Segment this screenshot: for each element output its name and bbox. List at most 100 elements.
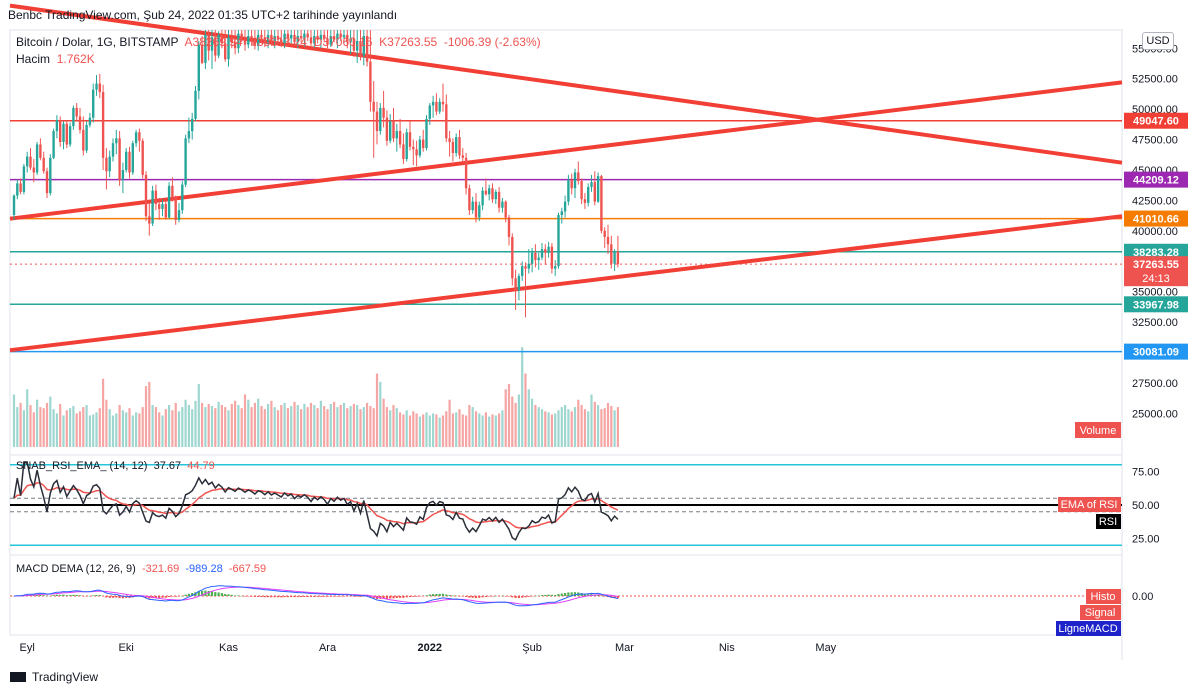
- macd-histogram-bar: [564, 593, 567, 596]
- candle-body: [514, 278, 517, 291]
- candle-body: [125, 151, 128, 170]
- publish-note: Benbc TradingView.com, Şub 24, 2022 01:3…: [8, 8, 398, 22]
- macd-histogram-bar: [389, 596, 392, 599]
- volume-label: Hacim: [16, 52, 51, 66]
- macd-histogram-bar: [267, 596, 270, 598]
- macd-histogram-bar: [550, 594, 553, 596]
- macd-histogram-bar: [197, 591, 200, 596]
- currency-button[interactable]: USD: [1142, 32, 1174, 50]
- candle-body: [577, 172, 580, 181]
- volume-bar: [458, 409, 461, 447]
- volume-bar: [125, 412, 128, 447]
- volume-bar: [16, 407, 19, 447]
- macd-histogram-bar: [161, 596, 164, 598]
- volume-bar: [597, 405, 600, 447]
- macd-histogram-bar: [441, 593, 445, 596]
- ligne-macd-tag: [1056, 621, 1121, 636]
- volume-bar: [42, 408, 45, 447]
- candle-body: [191, 118, 194, 132]
- macd-histogram-bar: [309, 596, 313, 598]
- candle-body: [253, 39, 257, 46]
- macd-histogram-bar: [432, 594, 435, 596]
- candle-body: [131, 143, 134, 173]
- macd-histogram-bar: [75, 594, 78, 596]
- volume-bar: [554, 413, 557, 447]
- candle-body: [184, 138, 187, 185]
- macd-histogram-bar: [276, 596, 280, 598]
- candle-body: [464, 157, 468, 189]
- macd-histogram-bar: [121, 596, 124, 599]
- macd-histogram-bar: [405, 596, 408, 598]
- volume-bar: [362, 407, 365, 447]
- macd-histogram-bar: [455, 595, 458, 597]
- candle-body: [283, 33, 286, 44]
- candle-body: [547, 246, 550, 253]
- volume-badge: [1075, 422, 1121, 438]
- volume-bar: [547, 412, 550, 447]
- volume-bar: [537, 407, 540, 447]
- macd-histogram-bar: [333, 596, 336, 597]
- candle-body: [151, 190, 154, 224]
- candle-body: [408, 132, 412, 147]
- macd-histogram-bar: [72, 594, 75, 596]
- candle-body: [375, 111, 379, 132]
- volume-bar: [329, 403, 332, 447]
- candle-body: [263, 37, 266, 44]
- volume-bar: [260, 406, 263, 447]
- volume-bar: [92, 414, 95, 447]
- macd-histogram-bar: [316, 596, 319, 597]
- macd-histogram-bar: [408, 596, 412, 598]
- histo-tag: [1086, 589, 1121, 604]
- macd-legend: MACD DEMA (12, 26, 9) -321.69 -989.28 -6…: [16, 563, 266, 575]
- macd-histogram-bar: [286, 596, 289, 598]
- candle-body: [583, 199, 587, 203]
- candle-body: [385, 117, 389, 141]
- macd-histogram-bar: [88, 595, 91, 597]
- candle-body: [273, 36, 276, 41]
- volume-bar: [471, 407, 474, 447]
- macd-histogram-bar: [425, 595, 428, 596]
- price-level-label: 49047.60: [1133, 116, 1179, 128]
- candle-body: [204, 34, 207, 63]
- volume-bar: [593, 401, 596, 447]
- volume-bar: [131, 415, 134, 447]
- volume-bar: [570, 411, 573, 447]
- macd-histogram-bar: [514, 596, 517, 599]
- last-price-label: 37263.55: [1133, 259, 1179, 271]
- candle-body: [501, 201, 504, 208]
- volume-bar: [521, 347, 524, 447]
- rsi-tick-label: 50.00: [1132, 500, 1160, 512]
- macd-histogram-bar: [573, 592, 577, 596]
- volume-bar: [224, 407, 227, 447]
- candle-body: [42, 157, 45, 172]
- macd-histogram-bar: [158, 596, 161, 599]
- candle-body: [224, 43, 227, 60]
- candle-body: [85, 124, 88, 151]
- macd-histogram-bar: [69, 595, 72, 596]
- trendline: [9, 80, 1123, 221]
- candle-body: [488, 188, 491, 195]
- macd-histogram-bar: [260, 596, 263, 598]
- candle-body: [332, 36, 336, 40]
- volume-bar: [75, 413, 78, 447]
- symbol-name[interactable]: Bitcoin / Dolar, 1G, BITSTAMP: [16, 35, 179, 49]
- volume-bar: [438, 417, 441, 447]
- macd-histogram-bar: [230, 594, 233, 596]
- volume-bar: [171, 410, 174, 447]
- x-tick-label: Nis: [719, 642, 735, 654]
- volume-bar: [491, 414, 494, 447]
- macd-histogram-bar: [478, 596, 481, 598]
- volume-bar: [26, 389, 29, 447]
- volume-bar: [135, 412, 138, 447]
- macd-histogram-bar: [458, 596, 461, 597]
- candle-body: [534, 252, 537, 261]
- candle-body: [276, 36, 280, 40]
- volume-bar: [564, 405, 567, 447]
- candle-body: [336, 33, 339, 40]
- macd-histogram-bar: [547, 594, 550, 596]
- volume-bar: [55, 413, 58, 447]
- macd-histogram-bar: [597, 594, 600, 596]
- volume-bar: [158, 412, 161, 447]
- volume-bar: [273, 407, 276, 447]
